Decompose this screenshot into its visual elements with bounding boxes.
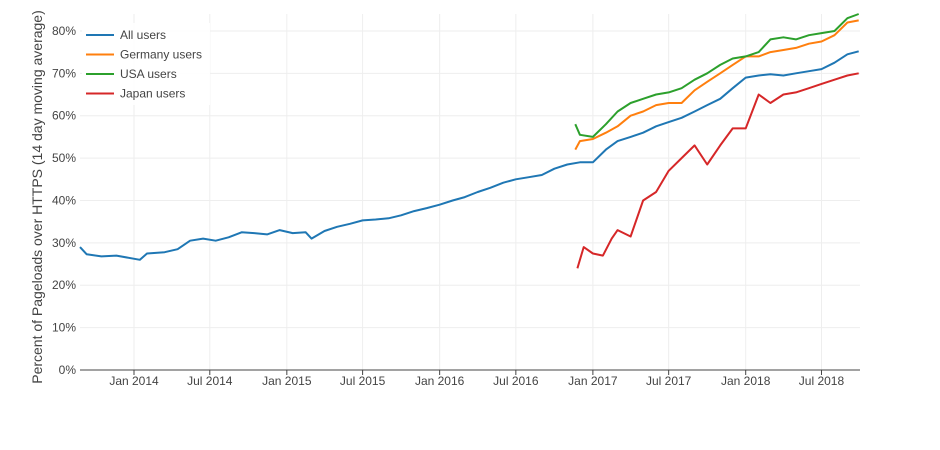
- y-axis-label: Percent of Pageloads over HTTPS (14 day …: [29, 10, 45, 384]
- x-tick-label: Jan 2015: [262, 374, 312, 388]
- series-lines: [79, 13, 860, 269]
- y-tick-label: 10%: [52, 321, 76, 335]
- y-tick-label: 60%: [52, 109, 76, 123]
- gridlines: [80, 14, 860, 370]
- x-tick-label: Jan 2016: [415, 374, 465, 388]
- y-tick-label: 20%: [52, 278, 76, 292]
- x-tick-label: Jan 2017: [568, 374, 618, 388]
- series-line-germany-users: [574, 19, 859, 151]
- x-tick-label: Jul 2015: [340, 374, 386, 388]
- series-line-all-users: [79, 50, 859, 261]
- legend: All users Germany users USA users Japan use…: [82, 23, 210, 105]
- x-tick-label: Jul 2018: [799, 374, 845, 388]
- x-tick-label: Jan 2014: [109, 374, 159, 388]
- y-tick-label: 30%: [52, 236, 76, 250]
- series-line-usa-users: [574, 13, 860, 138]
- y-tick-label: 0%: [59, 363, 77, 377]
- legend-label: Germany users: [120, 48, 202, 62]
- x-tick-label: Jul 2014: [187, 374, 233, 388]
- x-tick-label: Jan 2018: [721, 374, 771, 388]
- axes: 0% 10% 20% 30% 40% 50% 60% 70% 80% Jan 2014 Jul 20…: [52, 24, 860, 388]
- legend-label: All users: [120, 28, 166, 42]
- y-tick-label: 50%: [52, 151, 76, 165]
- legend-label: USA users: [120, 67, 177, 81]
- legend-label: Japan users: [120, 87, 185, 101]
- x-tick-label: Jul 2016: [493, 374, 539, 388]
- legend-background: [82, 23, 210, 105]
- y-tick-label: 70%: [52, 66, 76, 80]
- x-tick-label: Jul 2017: [646, 374, 692, 388]
- y-tick-label: 40%: [52, 193, 76, 207]
- y-tick-label: 80%: [52, 24, 76, 38]
- series-line-japan-users: [576, 72, 859, 269]
